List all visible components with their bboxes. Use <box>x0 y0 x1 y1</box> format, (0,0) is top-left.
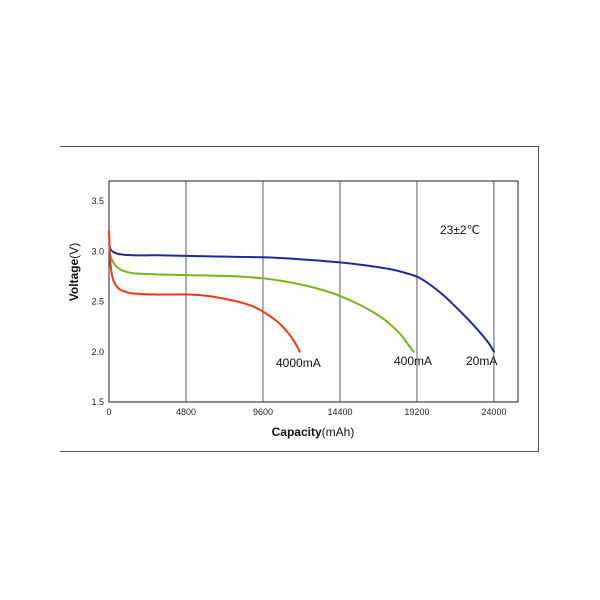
series-line-20ma <box>108 242 495 353</box>
series-label-20ma: 20mA <box>466 354 497 368</box>
y-tick-label: 3.5 <box>91 196 104 206</box>
tick-labels: 0 4800 9600 14400 19200 24000 1.5 2.0 2.5 3.0 3.5 <box>91 196 506 417</box>
plot-area-border <box>108 180 519 403</box>
x-tick-label: 19200 <box>404 407 429 417</box>
frame-right-border <box>538 146 539 451</box>
grid-lines <box>185 181 495 402</box>
x-tick-label: 9600 <box>253 407 273 417</box>
x-tick-label: 4800 <box>176 407 196 417</box>
series-lines <box>108 230 495 353</box>
y-tick-label: 2.0 <box>91 347 104 357</box>
x-tick-label: 14400 <box>327 407 352 417</box>
y-tick-label: 1.5 <box>91 397 104 407</box>
x-axis-label: Capacity <box>272 425 322 439</box>
series-line-400ma <box>108 242 415 353</box>
y-axis-unit: (V) <box>67 243 81 259</box>
y-axis-label: Voltage <box>67 258 81 301</box>
y-tick-label: 3.0 <box>91 246 104 256</box>
frame-bottom-border <box>60 451 539 452</box>
y-axis-title: Voltage(V) <box>67 243 81 301</box>
y-tick-label: 2.5 <box>91 297 104 307</box>
series-label-400ma: 400mA <box>394 354 432 368</box>
x-axis-title: Capacity(mAh) <box>272 425 355 439</box>
frame-top-border <box>60 146 538 147</box>
x-axis-unit: (mAh) <box>322 425 355 439</box>
temperature-annotation: 23±2℃ <box>440 223 480 237</box>
series-label-4000ma: 4000mA <box>276 356 321 370</box>
series-line-4000ma <box>108 230 301 353</box>
x-tick-label: 24000 <box>481 407 506 417</box>
x-tick-label: 0 <box>106 407 111 417</box>
